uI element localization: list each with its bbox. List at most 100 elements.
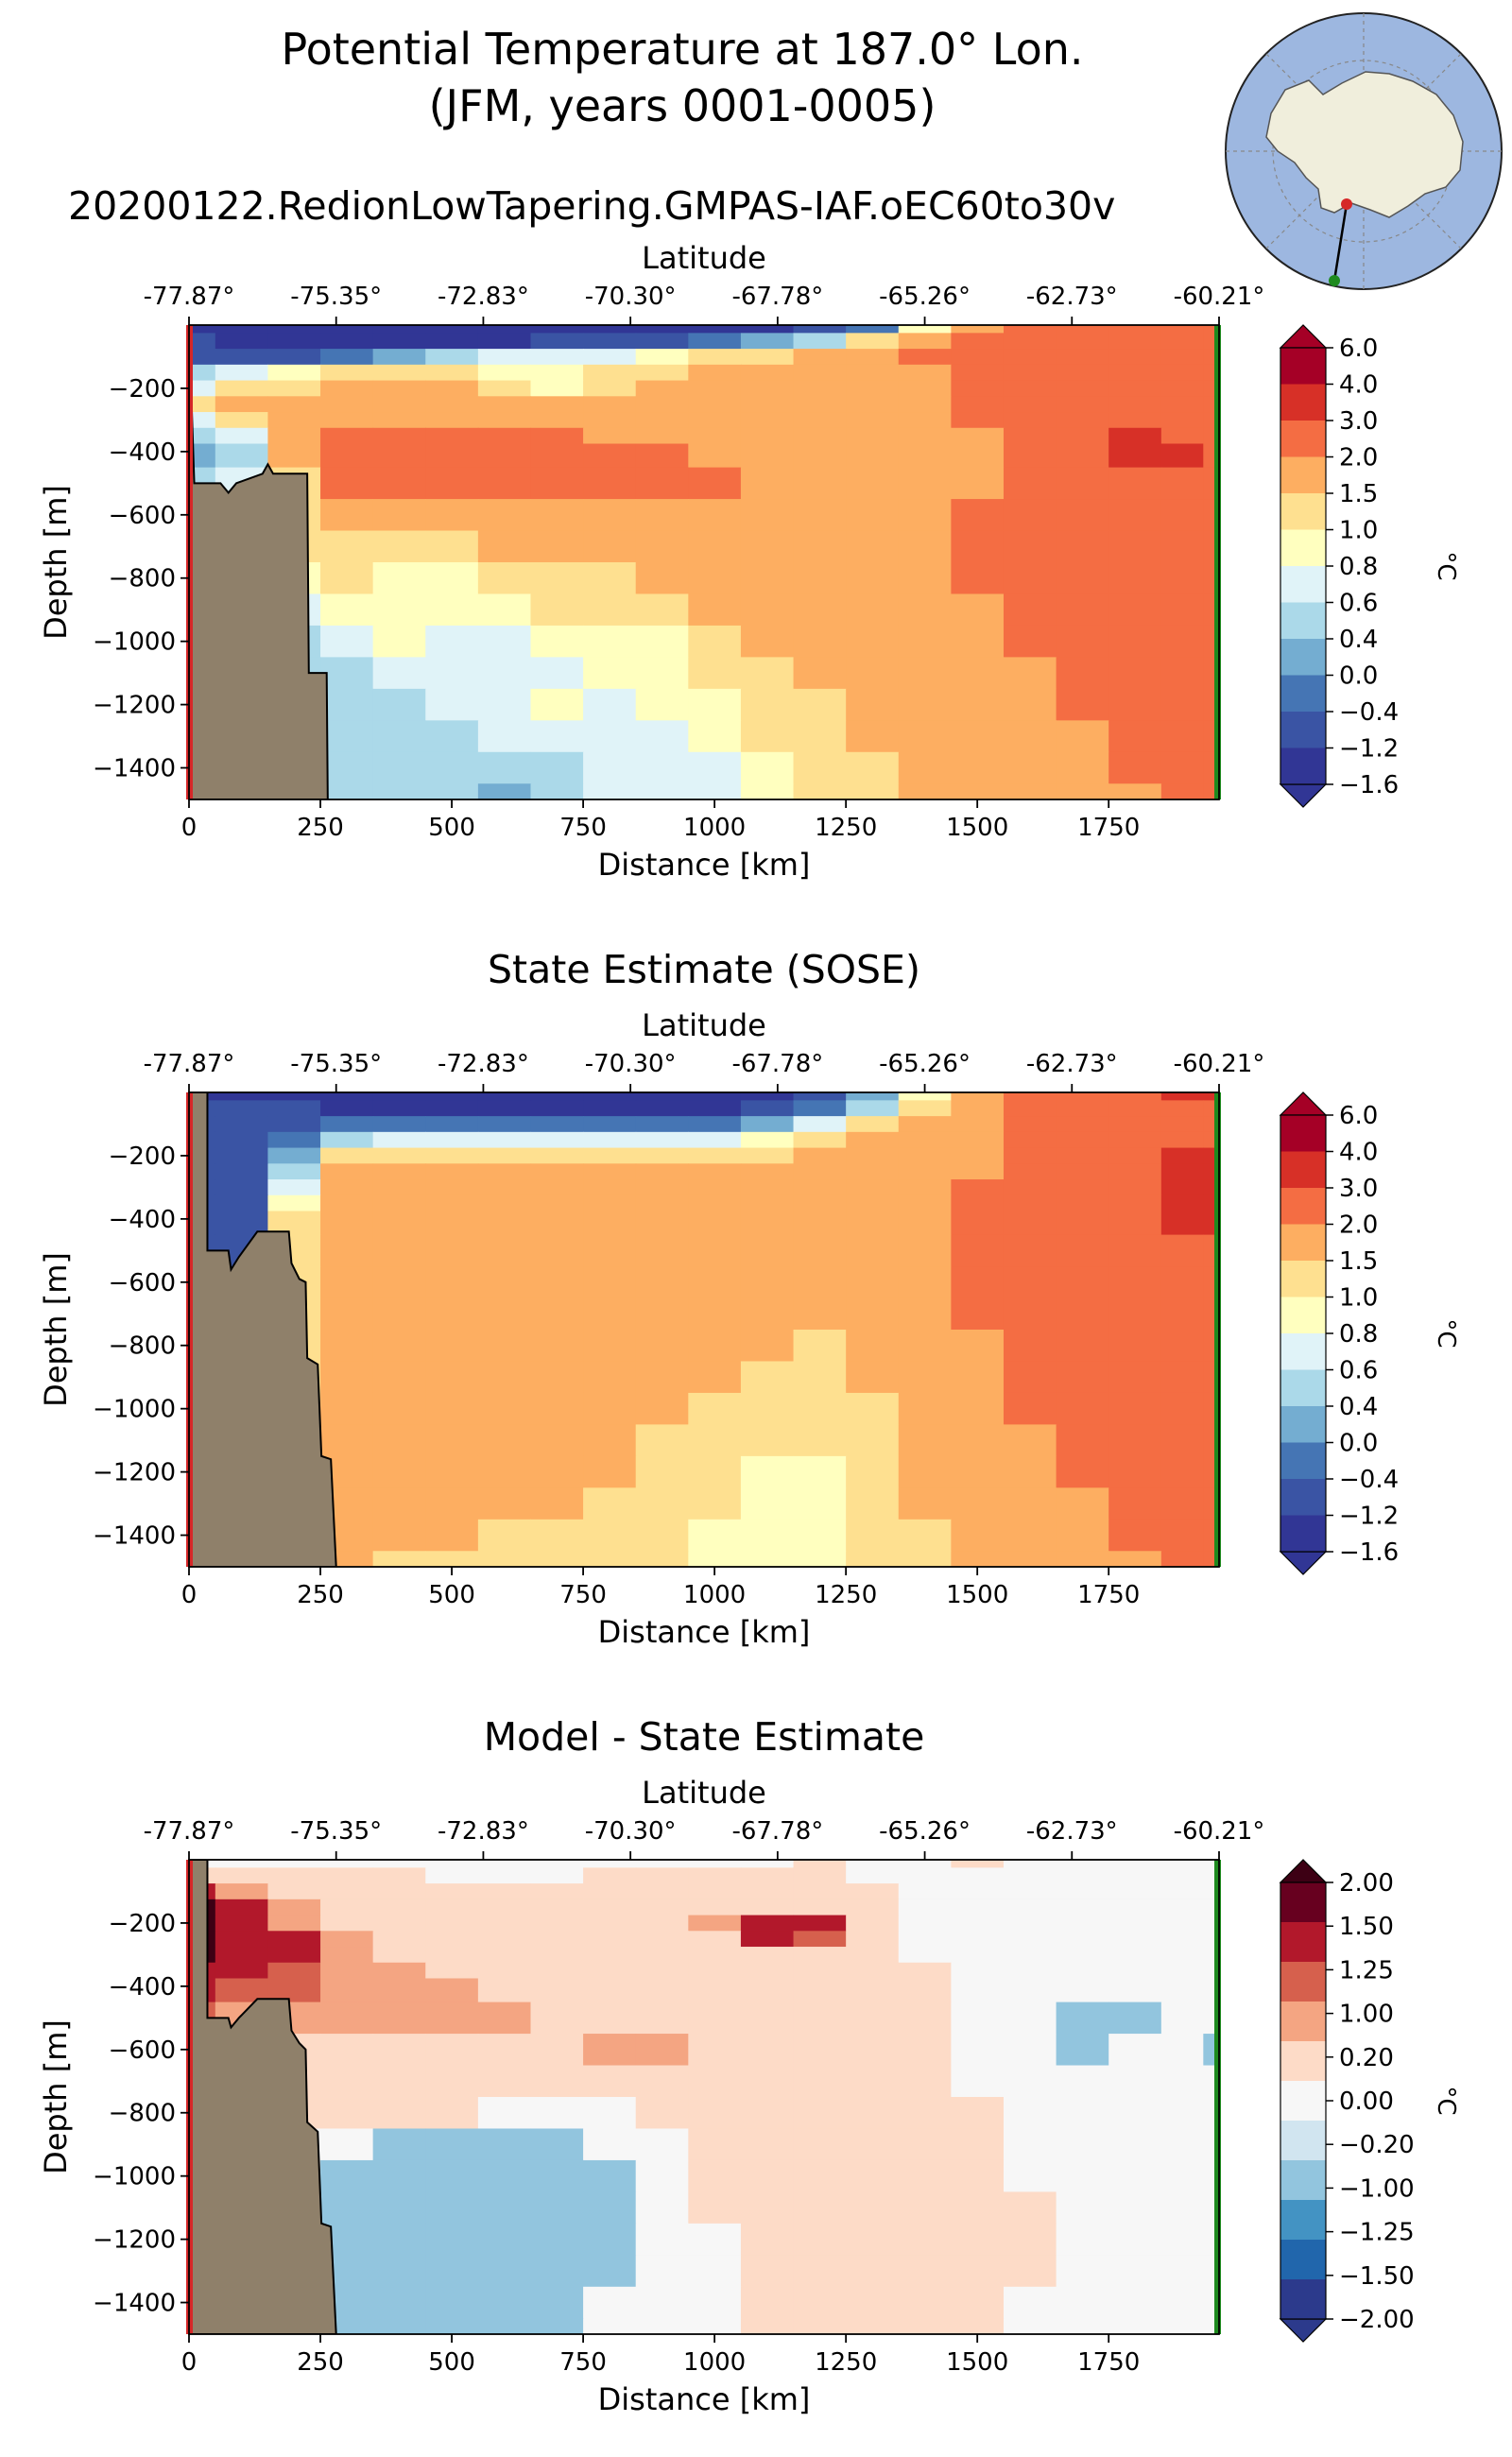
contour-cell xyxy=(635,1100,689,1117)
contour-cell xyxy=(583,562,637,595)
contour-cell xyxy=(740,499,795,532)
contour-cell xyxy=(793,1179,847,1196)
contour-cell xyxy=(740,530,795,563)
contour-cell xyxy=(1160,1551,1204,1567)
contour-cell xyxy=(1160,1455,1204,1488)
colorbar-tick-label: −0.4 xyxy=(1339,698,1399,727)
contour-cell xyxy=(1056,396,1109,413)
seafloor-land xyxy=(189,325,329,799)
contour-cell xyxy=(1003,349,1057,366)
contour-cell xyxy=(688,2034,742,2067)
contour-cell xyxy=(477,412,532,429)
contour-cell xyxy=(215,364,269,382)
contour-cell xyxy=(583,2159,637,2192)
contour-cell xyxy=(477,325,532,334)
contour-cell xyxy=(1056,1131,1109,1149)
contour-cell xyxy=(740,1194,795,1212)
colorbar-segment xyxy=(1280,2041,1326,2082)
contour-cell xyxy=(898,2286,952,2319)
contour-cell xyxy=(740,1234,795,1267)
contour-cell xyxy=(846,364,900,382)
contour-cell xyxy=(898,443,952,469)
contour-cell xyxy=(530,562,584,595)
contour-cell xyxy=(372,349,426,366)
contour-cell xyxy=(688,1092,742,1101)
contour-cell xyxy=(1108,1947,1162,1964)
contour-cell xyxy=(530,364,584,382)
contour-cell xyxy=(1160,2128,1204,2161)
contour-cell xyxy=(846,530,900,563)
contour-cell xyxy=(898,1947,952,1964)
contour-cell xyxy=(477,1092,532,1101)
contour-cell xyxy=(1160,1860,1204,1868)
contour-cell xyxy=(1160,1867,1204,1884)
contour-cell xyxy=(1160,1915,1204,1932)
x-axis-label: Distance [km] xyxy=(598,2381,811,2417)
contour-cell xyxy=(1003,1962,1057,1980)
contour-cell xyxy=(477,1147,532,1164)
panel-2: 0 250 500 750 1000 1250 1500 1750 Distance [km] −… xyxy=(38,1007,1460,1650)
contour-cell xyxy=(215,1194,269,1212)
contour-cell xyxy=(320,1179,374,1196)
contour-cell xyxy=(793,625,847,658)
contour-cell xyxy=(951,783,1005,799)
x-tick-label: 500 xyxy=(428,1581,475,1609)
contour-cell xyxy=(189,364,216,382)
contour-cell xyxy=(583,2097,637,2130)
contour-cell xyxy=(530,2065,584,2098)
contour-cell xyxy=(1056,783,1109,799)
contour-cell xyxy=(635,2128,689,2161)
contour-cell xyxy=(635,1266,689,1299)
contour-cell xyxy=(898,1519,952,1552)
contour-cell xyxy=(530,1211,584,1236)
contour-cell xyxy=(1108,657,1162,690)
contour-cell xyxy=(583,333,637,350)
contour-cell xyxy=(740,1899,795,1916)
contour-cell xyxy=(1160,443,1204,469)
contour-cell xyxy=(425,2318,479,2334)
contour-cell xyxy=(1056,2223,1109,2256)
contour-cell xyxy=(898,1455,952,1488)
inset-section-end-marker xyxy=(1329,275,1340,286)
contour-cell xyxy=(898,1860,952,1868)
contour-cell xyxy=(583,2128,637,2161)
contour-cell xyxy=(267,1883,321,1900)
contour-cell xyxy=(583,1931,637,1948)
contour-cell xyxy=(1003,1551,1057,1567)
contour-cell xyxy=(846,1424,900,1457)
contour-cell xyxy=(267,412,321,429)
colorbar-tick-label: 0.8 xyxy=(1339,553,1378,581)
contour-cell xyxy=(846,2128,900,2161)
lat-tick-label: -70.30° xyxy=(585,1050,677,1078)
contour-cell xyxy=(793,1867,847,1884)
contour-cell xyxy=(1160,1179,1204,1196)
contour-cell xyxy=(688,325,742,334)
contour-cell xyxy=(793,1361,847,1394)
contour-cell xyxy=(1003,720,1057,753)
contour-cell xyxy=(215,1931,269,1948)
contour-cell xyxy=(530,751,584,784)
contour-cell xyxy=(1108,1883,1162,1900)
colorbar-segment xyxy=(1280,1442,1326,1480)
contour-cell xyxy=(793,1551,847,1567)
contour-cell xyxy=(1056,1100,1109,1117)
y-tick-label: −1200 xyxy=(93,692,176,720)
contour-cell xyxy=(425,1194,479,1212)
contour-cell xyxy=(793,325,847,334)
contour-cell xyxy=(1108,1551,1162,1567)
colorbar-segment xyxy=(1280,384,1326,421)
contour-cell xyxy=(846,2286,900,2319)
contour-cell xyxy=(320,2065,374,2098)
contour-cell xyxy=(267,1163,321,1180)
contour-cell xyxy=(425,2097,479,2130)
contour-cell xyxy=(793,1860,847,1868)
colorbar-tick-label: 1.50 xyxy=(1339,1913,1394,1941)
contour-cell xyxy=(635,1931,689,1948)
contour-cell xyxy=(320,530,374,563)
contour-cell xyxy=(425,530,479,563)
contour-cell xyxy=(530,2128,584,2161)
contour-cell xyxy=(372,688,426,721)
contour-cell xyxy=(583,412,637,429)
colorbar-tick-label: −1.2 xyxy=(1339,1503,1399,1531)
contour-cell xyxy=(951,349,1005,366)
